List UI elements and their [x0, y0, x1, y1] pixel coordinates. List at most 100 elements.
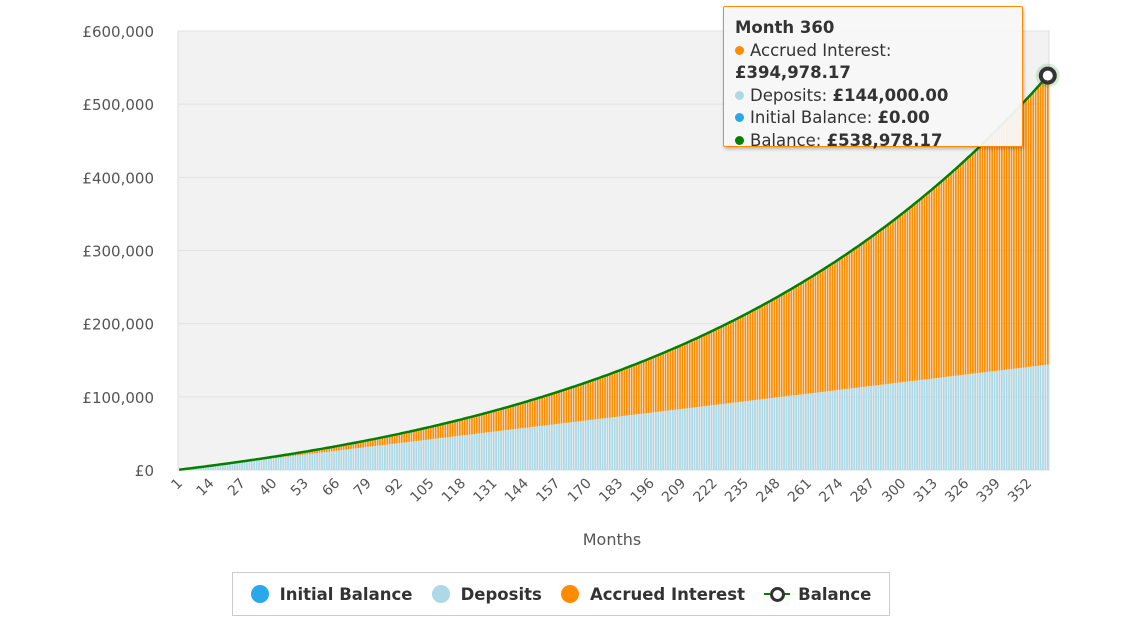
accrued-interest-bar	[497, 409, 500, 432]
deposits-bar	[325, 451, 328, 470]
deposits-bar	[577, 421, 580, 470]
deposits-bar	[746, 400, 749, 470]
accrued-interest-bar	[848, 252, 851, 389]
accrued-interest-bar	[623, 368, 626, 416]
accrued-interest-bar	[524, 401, 527, 428]
deposits-bar	[265, 459, 268, 470]
accrued-interest-bar	[555, 392, 558, 425]
deposits-bar	[529, 427, 531, 470]
accrued-interest-bar	[408, 431, 410, 442]
deposits-bar	[543, 425, 546, 470]
accrued-interest-bar	[434, 425, 437, 439]
x-tick-label: 1	[168, 476, 186, 494]
deposits-bar	[913, 380, 916, 470]
deposits-bar	[768, 398, 771, 470]
legend-item-balance[interactable]: Balance	[764, 585, 871, 604]
x-tick-label: 209	[659, 476, 689, 506]
y-tick-label: £500,000	[82, 96, 154, 114]
deposits-bar	[691, 407, 693, 470]
accrued-interest-bar	[819, 271, 822, 393]
accrued-interest-bar	[318, 449, 321, 453]
deposits-bar	[918, 380, 921, 470]
deposits-bar	[993, 371, 996, 470]
deposits-bar	[843, 389, 846, 470]
accrued-interest-bar	[609, 373, 611, 418]
deposits-bar	[352, 448, 355, 470]
accrued-interest-bar	[638, 362, 640, 415]
accrued-interest-bar	[681, 344, 684, 409]
deposits-bar	[294, 455, 297, 470]
deposits-bar	[587, 420, 589, 470]
deposits-bar	[657, 411, 660, 470]
deposits-bar	[321, 452, 323, 470]
deposits-bar	[381, 445, 384, 470]
accrued-interest-bar	[495, 410, 498, 432]
x-axis-ticks: 1 14 27 40 53 66 79 92 105 118 131 144 157 170 183 196 2…	[168, 475, 1035, 505]
deposits-bar	[800, 394, 802, 470]
legend-item-deposits[interactable]: Deposits	[431, 585, 542, 604]
accrued-interest-bar	[892, 220, 894, 384]
deposits-bar	[534, 426, 536, 470]
accrued-interest-bar	[367, 440, 369, 447]
deposits-bar	[364, 447, 367, 470]
x-tick-label: 274	[816, 475, 846, 505]
accrued-interest-bar	[350, 443, 352, 449]
x-tick-label: 313	[911, 476, 941, 506]
legend-item-initial-balance[interactable]: Initial Balance	[250, 585, 412, 604]
accrued-interest-bar	[889, 222, 892, 384]
deposits-bar	[342, 449, 345, 470]
deposits-bar	[681, 408, 684, 470]
deposits-bar	[1015, 368, 1018, 470]
deposits-bar	[555, 424, 558, 470]
deposits-bar	[1037, 365, 1039, 470]
y-axis-ticks: £0 £100,000 £200,000 £300,000 £400,000 £500,0…	[82, 23, 154, 480]
deposits-bar	[367, 446, 369, 470]
accrued-interest-bar	[858, 245, 860, 388]
x-tick-label: 105	[407, 476, 437, 506]
deposits-bar	[376, 445, 379, 470]
accrued-interest-bar	[855, 247, 858, 388]
legend-item-accrued-interest[interactable]: Accrued Interest	[561, 585, 745, 604]
accrued-interest-bar	[688, 341, 691, 408]
accrued-interest-bar	[422, 428, 425, 441]
deposits-bar	[490, 431, 493, 470]
accrued-interest-bar	[321, 448, 323, 453]
accrued-interest-bar	[717, 327, 720, 405]
deposits-bar	[671, 410, 674, 470]
deposits-bar	[398, 443, 401, 470]
deposits-bar	[241, 462, 243, 470]
deposits-bar	[971, 373, 974, 470]
accrued-interest-bar	[400, 433, 403, 443]
balance-marker-month-360[interactable]	[1038, 66, 1057, 85]
accrued-interest-bar	[1042, 81, 1044, 366]
deposits-bar	[204, 466, 207, 470]
accrued-interest-bar	[1010, 115, 1013, 370]
deposits-bar	[778, 397, 781, 470]
accrued-interest-bar	[410, 431, 413, 442]
deposits-bar	[858, 387, 860, 470]
accrued-interest-bar	[705, 333, 708, 406]
accrued-interest-bar	[667, 350, 669, 411]
deposits-bar	[485, 432, 488, 470]
accrued-interest-bar	[715, 328, 718, 405]
accrued-interest-bar	[870, 236, 873, 387]
deposits-bar	[981, 372, 984, 470]
accrued-interest-bar	[473, 416, 476, 435]
accrued-interest-bar	[746, 313, 749, 401]
deposits-bar	[698, 406, 701, 470]
deposits-bar	[1034, 366, 1037, 470]
x-tick-label: 183	[596, 476, 626, 506]
accrued-interest-bar	[584, 382, 587, 421]
tooltip-row-deposits: Deposits: £144,000.00	[735, 85, 1011, 108]
deposits-bar	[231, 463, 234, 470]
deposits-bar	[630, 414, 633, 470]
accrued-interest-bar	[976, 148, 979, 374]
accrued-interest-bar	[541, 396, 543, 426]
deposits-bar	[369, 446, 372, 470]
deposits-bar	[609, 417, 611, 470]
deposits-bar	[817, 392, 819, 470]
deposits-bar	[267, 458, 270, 470]
deposits-bar	[732, 402, 735, 470]
deposits-bar	[775, 397, 778, 470]
accrued-interest-bar	[821, 269, 824, 392]
